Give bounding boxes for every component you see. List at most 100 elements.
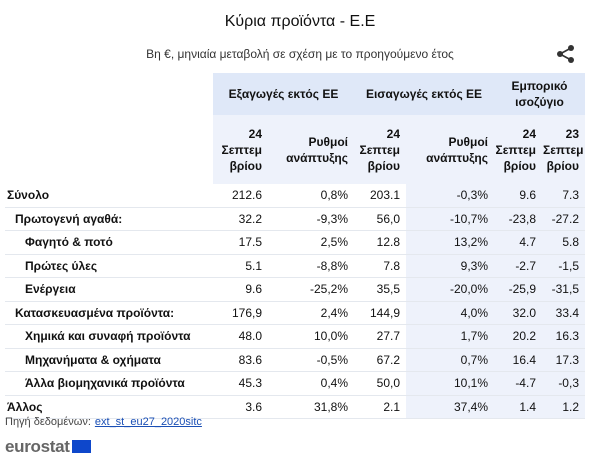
row-label: Μηχανήματα & οχήματα (5, 348, 213, 372)
cell-value: -0,3 (542, 371, 585, 396)
cell-value: 35,5 (354, 277, 406, 302)
header-exports: Εξαγωγές εκτός ΕΕ (213, 73, 354, 115)
source-link[interactable]: ext_st_eu27_2020sitc (94, 416, 202, 428)
data-source: Πηγή δεδομένων: ext_st_eu27_2020sitc (5, 416, 202, 428)
page-subtitle: Βη €, μηνιαία μεταβολή σε σχέση με το πρ… (146, 47, 454, 61)
cell-value: 37,4% (406, 395, 494, 419)
cell-value: 9.6 (494, 184, 542, 208)
page-title: Κύρια προϊόντα - Ε.Ε (224, 13, 376, 30)
row-label: Πρώτες ύλες (5, 254, 213, 278)
cell-value: 2.1 (354, 395, 406, 419)
header-imports: Εισαγωγές εκτός ΕΕ (354, 73, 494, 115)
cell-value: 16.4 (494, 348, 542, 372)
cell-value: -2.7 (494, 254, 542, 278)
row-label: Κατασκευασμένα προϊόντα: (5, 301, 213, 325)
header-corner-2 (5, 115, 213, 184)
table-row: Φαγητό & ποτό 17.5 2,5% 12.8 13,2% 4.7 5.8 (5, 230, 585, 255)
cell-value: 20.2 (494, 324, 542, 349)
cell-value: -25,9 (494, 277, 542, 302)
header-exports-growth: Ρυθμοί ανάπτυξης (268, 115, 354, 184)
cell-value: -4.7 (494, 371, 542, 396)
cell-value: 1,7% (406, 324, 494, 349)
cell-value: 0,7% (406, 348, 494, 372)
cell-value: -8,8% (268, 254, 354, 278)
cell-value: 5.8 (542, 230, 585, 255)
eu-flag-icon (71, 439, 91, 453)
row-label: Άλλα βιομηχανικά προϊόντα (5, 371, 213, 396)
table-row: Μηχανήματα & οχήματα 83.6 -0,5% 67.2 0,7% 16.… (5, 348, 585, 372)
row-label: Χημικά και συναφή προϊόντα (5, 324, 213, 349)
cell-value: 2,4% (268, 301, 354, 325)
cell-value: 17.5 (213, 230, 268, 255)
eurostat-logo: eurostat (5, 437, 91, 456)
cell-value: 10,0% (268, 324, 354, 349)
cell-value: 32.0 (494, 301, 542, 325)
table-row: Κατασκευασμένα προϊόντα: 176,9 2,4% 144,9 4,… (5, 301, 585, 325)
cell-value: 3.6 (213, 395, 268, 419)
cell-value: 176,9 (213, 301, 268, 325)
cell-value: 4.7 (494, 230, 542, 255)
cell-value: 0,8% (268, 184, 354, 208)
cell-value: 9,3% (406, 254, 494, 278)
header-exports-sep24: 24 Σεπτεμ βρίου (213, 115, 268, 184)
cell-value: 48.0 (213, 324, 268, 349)
cell-value: -23,8 (494, 207, 542, 231)
header-imports-growth: Ρυθμοί ανάπτυξης (406, 115, 494, 184)
row-label: Φαγητό & ποτό (5, 230, 213, 255)
cell-value: 144,9 (354, 301, 406, 325)
cell-value: 203.1 (354, 184, 406, 208)
source-label: Πηγή δεδομένων: (5, 416, 91, 428)
cell-value: -1,5 (542, 254, 585, 278)
cell-value: -25,2% (268, 277, 354, 302)
cell-value: -31,5 (542, 277, 585, 302)
cell-value: -27.2 (542, 207, 585, 231)
header-balance-sep23: 23 Σεπτεμ βρίου (542, 115, 585, 184)
cell-value: 12.8 (354, 230, 406, 255)
cell-value: 17.3 (542, 348, 585, 372)
table-row: Άλλα βιομηχανικά προϊόντα 45.3 0,4% 50,0 10,… (5, 371, 585, 396)
cell-value: 45.3 (213, 371, 268, 396)
cell-value: 56,0 (354, 207, 406, 231)
row-label: Ενέργεια (5, 277, 213, 302)
cell-value: 10,1% (406, 371, 494, 396)
cell-value: 33.4 (542, 301, 585, 325)
cell-value: 9.6 (213, 277, 268, 302)
cell-value: 4,0% (406, 301, 494, 325)
row-label: Σύνολο (5, 184, 213, 208)
cell-value: -0,3% (406, 184, 494, 208)
cell-value: 50,0 (354, 371, 406, 396)
header-imports-sep24: 24 Σεπτεμ βρίου (354, 115, 406, 184)
share-icon[interactable] (555, 44, 577, 64)
logo-text: eurostat (5, 437, 70, 456)
cell-value: -20,0% (406, 277, 494, 302)
trade-table: Εξαγωγές εκτός ΕΕ Εισαγωγές εκτός ΕΕ Εμπ… (5, 73, 585, 419)
cell-value: -9,3% (268, 207, 354, 231)
table-row: Σύνολο 212.6 0,8% 203.1 -0,3% 9.6 7.3 (5, 184, 585, 208)
cell-value: 1.2 (542, 395, 585, 419)
header-balance-sep24: 24 Σεπτεμ βρίου (494, 115, 542, 184)
table-row: Πρωτογενή αγαθά: 32.2 -9,3% 56,0 -10,7% -23,8… (5, 207, 585, 231)
row-label: Άλλος (5, 395, 213, 419)
cell-value: 2,5% (268, 230, 354, 255)
cell-value: 67.2 (354, 348, 406, 372)
table-row: Άλλος 3.6 31,8% 2.1 37,4% 1.4 1.2 (5, 395, 585, 419)
header-balance: Εμπορικό ισοζύγιο (494, 73, 585, 115)
cell-value: 13,2% (406, 230, 494, 255)
cell-value: 27.7 (354, 324, 406, 349)
cell-value: 5.1 (213, 254, 268, 278)
cell-value: 7.3 (542, 184, 585, 208)
cell-value: 31,8% (268, 395, 354, 419)
table-row: Πρώτες ύλες 5.1 -8,8% 7.8 9,3% -2.7 -1,5 (5, 254, 585, 278)
cell-value: 32.2 (213, 207, 268, 231)
cell-value: 212.6 (213, 184, 268, 208)
header-corner (5, 73, 213, 115)
cell-value: 1.4 (494, 395, 542, 419)
row-label: Πρωτογενή αγαθά: (5, 207, 213, 231)
table-row: Ενέργεια 9.6 -25,2% 35,5 -20,0% -25,9 -31,5 (5, 277, 585, 302)
cell-value: 16.3 (542, 324, 585, 349)
cell-value: -10,7% (406, 207, 494, 231)
cell-value: -0,5% (268, 348, 354, 372)
cell-value: 0,4% (268, 371, 354, 396)
cell-value: 7.8 (354, 254, 406, 278)
cell-value: 83.6 (213, 348, 268, 372)
